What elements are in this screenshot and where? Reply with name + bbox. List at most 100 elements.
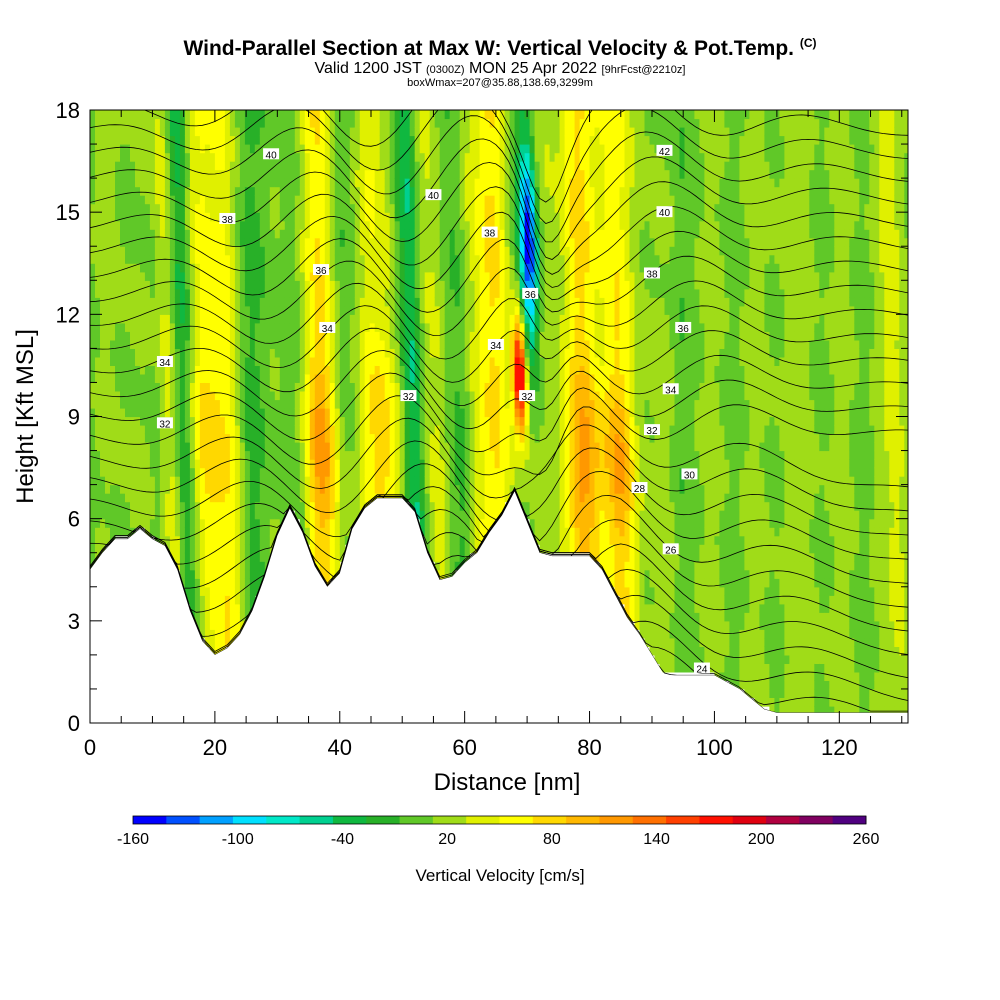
velocity-cell	[254, 450, 261, 460]
velocity-cell	[324, 297, 331, 307]
velocity-cell	[279, 220, 286, 230]
velocity-cell	[319, 561, 326, 571]
velocity-cell	[414, 391, 421, 401]
velocity-cell	[154, 110, 161, 120]
velocity-cell	[369, 425, 376, 435]
velocity-cell	[544, 382, 551, 392]
velocity-cell	[279, 433, 286, 443]
velocity-cell	[539, 339, 546, 349]
velocity-cell	[414, 476, 421, 486]
velocity-cell	[529, 467, 536, 477]
velocity-cell	[249, 586, 256, 596]
velocity-cell	[159, 203, 166, 213]
velocity-cell	[409, 152, 416, 162]
velocity-cell	[239, 297, 246, 307]
velocity-cell	[539, 220, 546, 230]
velocity-cell	[384, 195, 391, 205]
velocity-cell	[304, 356, 311, 366]
velocity-cell	[204, 450, 211, 460]
velocity-cell	[234, 416, 241, 426]
velocity-cell	[399, 288, 406, 298]
velocity-cell	[489, 322, 496, 332]
velocity-cell	[329, 484, 336, 494]
velocity-cell	[219, 178, 226, 188]
velocity-cell	[274, 433, 281, 443]
velocity-cell	[329, 356, 336, 366]
velocity-cell	[549, 305, 556, 315]
velocity-cell	[339, 476, 346, 486]
velocity-cell	[414, 305, 421, 315]
velocity-cell	[194, 459, 201, 469]
velocity-cell	[125, 365, 131, 375]
velocity-cell	[554, 144, 561, 154]
velocity-cell	[100, 331, 106, 341]
velocity-cell	[324, 110, 331, 120]
velocity-cell	[239, 118, 246, 128]
velocity-cell	[439, 339, 446, 349]
velocity-cell	[489, 501, 496, 511]
velocity-cell	[279, 178, 286, 188]
velocity-cell	[549, 152, 556, 162]
velocity-cell	[110, 459, 116, 469]
velocity-cell	[404, 110, 411, 120]
velocity-cell	[454, 322, 461, 332]
velocity-cell	[234, 254, 241, 264]
velocity-cell	[125, 246, 131, 256]
velocity-cell	[509, 297, 516, 307]
velocity-cell	[304, 527, 311, 537]
velocity-cell	[464, 288, 471, 298]
velocity-cell	[469, 544, 476, 554]
velocity-cell	[499, 442, 506, 452]
velocity-cell	[209, 212, 216, 222]
velocity-cell	[564, 433, 571, 443]
velocity-cell	[239, 152, 246, 162]
velocity-cell	[120, 433, 126, 443]
velocity-cell	[234, 339, 241, 349]
velocity-cell	[414, 459, 421, 469]
velocity-cell	[524, 408, 531, 418]
velocity-cell	[294, 501, 301, 511]
velocity-cell	[494, 510, 501, 520]
velocity-cell	[149, 203, 156, 213]
velocity-cell	[399, 178, 406, 188]
velocity-cell	[174, 246, 181, 256]
velocity-cell	[414, 348, 421, 358]
forecast-info: [9hrFcst@2210z]	[601, 64, 686, 76]
velocity-cell	[234, 263, 241, 273]
velocity-cell	[135, 518, 141, 528]
velocity-cell	[304, 535, 311, 545]
velocity-cell	[554, 433, 561, 443]
velocity-cell	[110, 152, 116, 162]
velocity-cell	[489, 237, 496, 247]
velocity-cell	[459, 467, 466, 477]
velocity-cell	[329, 254, 336, 264]
velocity-cell	[184, 476, 191, 486]
velocity-cell	[549, 178, 556, 188]
velocity-cell	[224, 425, 231, 435]
velocity-cell	[120, 203, 126, 213]
velocity-cell	[264, 484, 271, 494]
velocity-cell	[169, 527, 176, 537]
velocity-cell	[424, 178, 431, 188]
velocity-cell	[519, 305, 526, 315]
velocity-cell	[279, 118, 286, 128]
velocity-cell	[244, 110, 251, 120]
velocity-cell	[394, 195, 401, 205]
velocity-cell	[449, 382, 456, 392]
velocity-cell	[115, 195, 121, 205]
velocity-cell	[394, 169, 401, 179]
velocity-cell	[174, 203, 181, 213]
velocity-cell	[334, 212, 341, 222]
velocity-cell	[309, 365, 316, 375]
velocity-cell	[444, 118, 451, 128]
velocity-cell	[344, 484, 351, 494]
velocity-cell	[194, 373, 201, 383]
velocity-cell	[90, 467, 96, 477]
velocity-cell	[179, 348, 186, 358]
velocity-cell	[439, 305, 446, 315]
velocity-cell	[234, 501, 241, 511]
velocity-cell	[159, 322, 166, 332]
velocity-cell	[169, 348, 176, 358]
velocity-cell	[554, 280, 561, 290]
velocity-cell	[115, 229, 121, 239]
